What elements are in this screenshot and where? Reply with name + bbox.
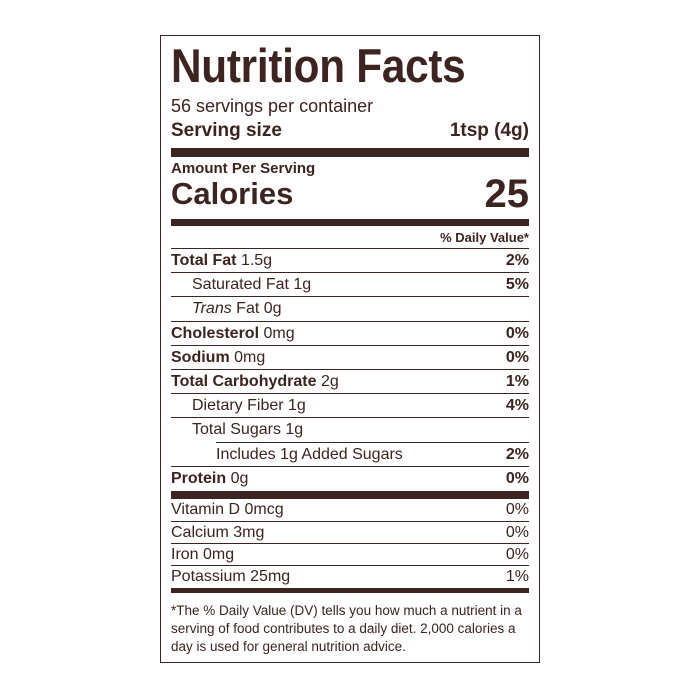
thick-rule <box>171 491 529 499</box>
nutrient-row: Total Sugars 1g <box>171 417 529 442</box>
nutrient-amount: 0g <box>263 300 282 318</box>
nutrient-amount: 0mg <box>234 348 266 366</box>
vitamin-row: Vitamin D 0mcg 0% <box>171 499 529 521</box>
nutrient-amount: 1g <box>293 276 312 294</box>
nutrient-dv: 0% <box>505 469 529 487</box>
nutrient-dv: 5% <box>505 276 529 294</box>
nutrient-name: Total Carbohydrate <box>171 373 317 390</box>
vitamin-amount: 0mcg <box>244 501 284 518</box>
nutrient-amount: 1.5g <box>240 252 273 269</box>
nutrient-dv: 4% <box>505 397 529 415</box>
serving-size-label: Serving size <box>171 120 282 141</box>
vitamin-label: Vitamin D 0mcg <box>171 501 284 519</box>
nutrient-amount: 0mg <box>263 324 295 342</box>
nutrient-dv: 0% <box>505 324 529 342</box>
nutrient-row: Trans Fat 0g <box>171 296 529 321</box>
vitamin-label: Calcium 3mg <box>171 524 264 542</box>
nutrient-label: Dietary Fiber 1g <box>171 397 306 415</box>
nutrient-row: Dietary Fiber 1g 4% <box>171 393 529 418</box>
nutrition-label: Nutrition Facts 56 servings per containe… <box>160 35 540 663</box>
nutrient-label: Total Fat 1.5g <box>171 252 272 270</box>
vitamin-row: Potassium 25mg 1% <box>171 565 529 588</box>
nutrient-amount: 2g <box>320 373 339 390</box>
title: Nutrition Facts <box>171 39 466 92</box>
nutrient-row: Sodium 0mg 0% <box>171 344 529 370</box>
nutrient-name: Total Sugars <box>192 421 281 439</box>
nutrient-amount: 0g <box>230 469 249 487</box>
nutrient-dv: 1% <box>505 373 529 390</box>
vitamin-name: Calcium <box>171 524 229 541</box>
vitamin-dv: 0% <box>505 546 529 563</box>
nutrient-name: Cholesterol <box>171 324 260 342</box>
nutrient-label: Cholesterol 0mg <box>171 325 295 343</box>
nutrient-dv: 0% <box>505 348 529 366</box>
vitamin-name: Potassium <box>171 568 246 585</box>
thick-rule <box>171 219 529 226</box>
nutrient-label: Protein 0g <box>171 470 248 488</box>
servings: 56 servings per container <box>171 96 374 116</box>
nutrient-row: Total Fat 1.5g 2% <box>171 248 529 273</box>
vitamin-row: Calcium 3mg 0% <box>171 521 529 544</box>
nutrient-name: Saturated Fat <box>192 276 289 294</box>
nutrient-label: Sodium 0mg <box>171 349 265 367</box>
nutrient-dv: 2% <box>505 445 529 463</box>
nutrient-row: Includes 1g Added Sugars 2% <box>216 441 529 467</box>
nutrient-name: Fat <box>236 300 260 318</box>
vitamin-dv: 0% <box>505 501 529 518</box>
nutrient-label: Trans Fat 0g <box>171 300 282 318</box>
footnote: *The % Daily Value (DV) tells you how mu… <box>171 603 522 654</box>
nutrient-row: Protein 0g 0% <box>171 465 529 491</box>
vitamin-amount: 0mg <box>203 546 235 563</box>
vitamin-label: Iron 0mg <box>171 546 234 564</box>
nutrient-prefix: Trans <box>192 300 232 318</box>
nutrient-name: Includes 1g Added Sugars <box>216 445 403 463</box>
nutrient-label: Includes 1g Added Sugars <box>216 446 403 464</box>
vitamin-amount: 3mg <box>233 524 265 541</box>
vitamin-amount: 25mg <box>250 568 291 585</box>
nutrient-name: Protein <box>171 469 227 487</box>
vitamin-dv: 0% <box>505 524 529 541</box>
amount-per-serving: Amount Per Serving <box>171 160 316 177</box>
calories-value: 25 <box>484 171 530 216</box>
vitamin-name: Iron <box>171 546 199 563</box>
nutrient-row: Cholesterol 0mg 0% <box>171 320 529 346</box>
calories-label: Calories <box>171 176 294 211</box>
nutrient-name: Sodium <box>171 348 230 366</box>
thick-rule <box>171 148 529 157</box>
calories-row: Calories 25 <box>171 172 529 216</box>
vitamin-name: Vitamin D <box>171 501 241 518</box>
nutrient-row: Saturated Fat 1g 5% <box>171 272 529 297</box>
serving-size-row: Serving size 1tsp (4g) <box>171 120 529 142</box>
vitamin-dv: 1% <box>505 568 529 585</box>
thick-rule <box>171 588 529 593</box>
vitamin-label: Potassium 25mg <box>171 568 290 586</box>
nutrient-label: Saturated Fat 1g <box>171 276 311 294</box>
nutrient-name: Total Fat <box>171 252 237 269</box>
nutrient-dv: 2% <box>505 252 529 269</box>
nutrient-amount: 1g <box>285 421 304 439</box>
daily-value-header: % Daily Value* <box>440 230 529 245</box>
vitamin-row: Iron 0mg 0% <box>171 543 529 566</box>
serving-size-value: 1tsp (4g) <box>449 120 529 141</box>
nutrient-name: Dietary Fiber <box>192 397 284 415</box>
nutrient-row: Total Carbohydrate 2g 1% <box>171 369 529 394</box>
nutrient-label: Total Carbohydrate 2g <box>171 373 339 391</box>
nutrient-amount: 1g <box>288 397 306 415</box>
nutrient-label: Total Sugars 1g <box>171 421 303 439</box>
